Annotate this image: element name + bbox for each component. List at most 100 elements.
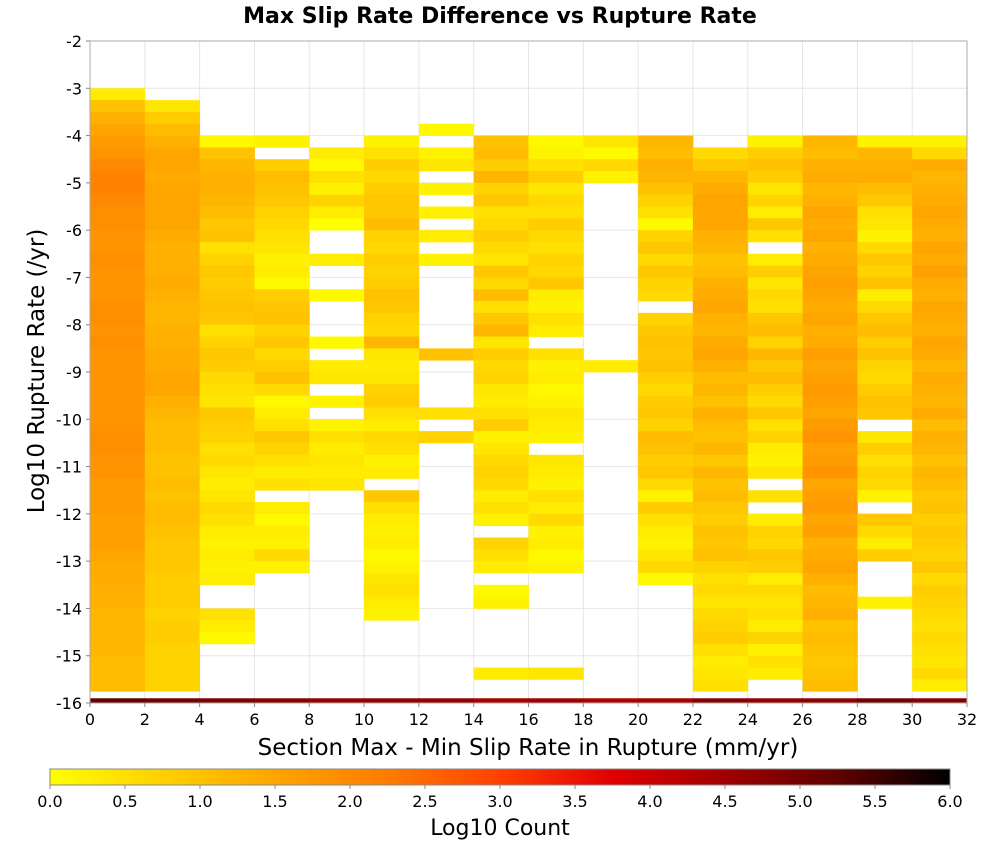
heatmap-cell <box>747 572 803 586</box>
heatmap-cell <box>473 289 529 302</box>
heatmap-cell <box>199 608 255 621</box>
heatmap-cell <box>473 324 529 337</box>
heatmap-cell <box>583 135 639 148</box>
heatmap-cell <box>364 383 420 397</box>
heatmap-cell <box>473 277 529 290</box>
heatmap-cell <box>364 206 420 219</box>
heatmap-cell <box>364 218 420 231</box>
heatmap-cell <box>638 466 694 479</box>
heatmap-cell <box>473 561 529 574</box>
y-tick-label: -9 <box>66 363 82 382</box>
heatmap-cell <box>90 502 146 515</box>
heatmap-cell <box>528 348 584 361</box>
heatmap-cell <box>90 194 146 207</box>
heatmap-cell <box>747 395 803 408</box>
heatmap-cell <box>473 584 529 598</box>
heatmap-cell <box>912 171 968 184</box>
heatmap-cell <box>144 679 201 692</box>
heatmap-cell <box>90 419 146 432</box>
heatmap-cell <box>144 372 201 385</box>
heatmap-cell <box>364 360 420 373</box>
heatmap-cell <box>747 549 803 562</box>
heatmap-cell <box>802 490 858 503</box>
heatmap-cell <box>199 431 255 444</box>
heatmap-cell <box>528 513 584 527</box>
heatmap-cell <box>309 454 365 467</box>
heatmap-cell <box>528 159 584 172</box>
heatmap-cell <box>144 324 201 337</box>
heatmap-cell-bottom <box>364 698 420 703</box>
heatmap-cell <box>638 241 694 255</box>
heatmap-cell <box>912 643 968 657</box>
heatmap-cell <box>583 159 639 172</box>
heatmap-cell <box>747 383 803 397</box>
heatmap-cell <box>912 383 968 397</box>
heatmap-cell <box>473 513 529 527</box>
heatmap-cell <box>144 100 201 113</box>
heatmap-cell <box>473 372 529 385</box>
heatmap-cell <box>144 478 201 491</box>
heatmap-cell <box>912 537 968 550</box>
heatmap-cell <box>254 561 310 574</box>
heatmap-cell <box>747 454 803 467</box>
heatmap-cell <box>90 230 146 243</box>
heatmap-cell <box>912 549 968 562</box>
heatmap-cell <box>364 336 420 349</box>
heatmap-cell <box>144 301 201 314</box>
heatmap-cell <box>364 253 420 267</box>
heatmap-cell <box>309 431 365 444</box>
heatmap-cell <box>90 478 146 491</box>
heatmap-cell <box>364 490 420 503</box>
heatmap-cell <box>528 502 584 515</box>
heatmap-cell <box>90 135 146 148</box>
heatmap-cell <box>254 265 310 278</box>
heatmap-cell <box>802 478 858 491</box>
heatmap-cell <box>857 159 913 172</box>
heatmap-cell <box>747 490 803 503</box>
heatmap-cell <box>144 525 201 538</box>
heatmap-cell <box>528 277 584 290</box>
heatmap-cell <box>90 88 146 101</box>
heatmap-cell <box>90 147 146 160</box>
heatmap-cell <box>418 123 475 136</box>
heatmap-cell <box>364 442 420 456</box>
heatmap-cell <box>802 502 858 515</box>
heatmap-cell <box>528 147 584 160</box>
heatmap-cell <box>747 561 803 574</box>
heatmap-cell <box>692 324 749 337</box>
heatmap-cell <box>747 632 803 645</box>
heatmap-cell <box>528 301 584 314</box>
heatmap-cell <box>638 159 694 172</box>
heatmap-cell <box>144 549 201 562</box>
heatmap-cell <box>857 513 913 527</box>
heatmap-cell <box>747 348 803 361</box>
heatmap-cell <box>309 159 365 172</box>
heatmap-cell <box>747 431 803 444</box>
heatmap-cell <box>692 395 749 408</box>
heatmap-cell <box>638 478 694 491</box>
heatmap-cell <box>364 431 420 444</box>
heatmap-cell <box>638 572 694 586</box>
heatmap-cell <box>144 620 201 633</box>
y-tick-label: -2 <box>66 32 82 51</box>
heatmap-cell <box>802 301 858 314</box>
heatmap-cell <box>747 147 803 160</box>
heatmap-cell <box>254 372 310 385</box>
heatmap-cell <box>90 549 146 562</box>
heatmap-cell <box>418 182 475 196</box>
y-tick-label: -11 <box>56 458 82 477</box>
heatmap-cell <box>802 643 858 657</box>
heatmap-cell <box>364 289 420 302</box>
heatmap-cell <box>199 289 255 302</box>
heatmap-cell <box>912 513 968 527</box>
heatmap-cell <box>144 490 201 503</box>
heatmap-cell <box>473 253 529 267</box>
heatmap-cell <box>364 466 420 479</box>
heatmap-cell <box>912 395 968 408</box>
heatmap-cell <box>199 324 255 337</box>
heatmap-cell <box>473 537 529 550</box>
heatmap-cell <box>747 620 803 633</box>
heatmap-cell <box>912 277 968 290</box>
heatmap-cell <box>90 312 146 326</box>
heatmap-cell <box>254 502 310 515</box>
